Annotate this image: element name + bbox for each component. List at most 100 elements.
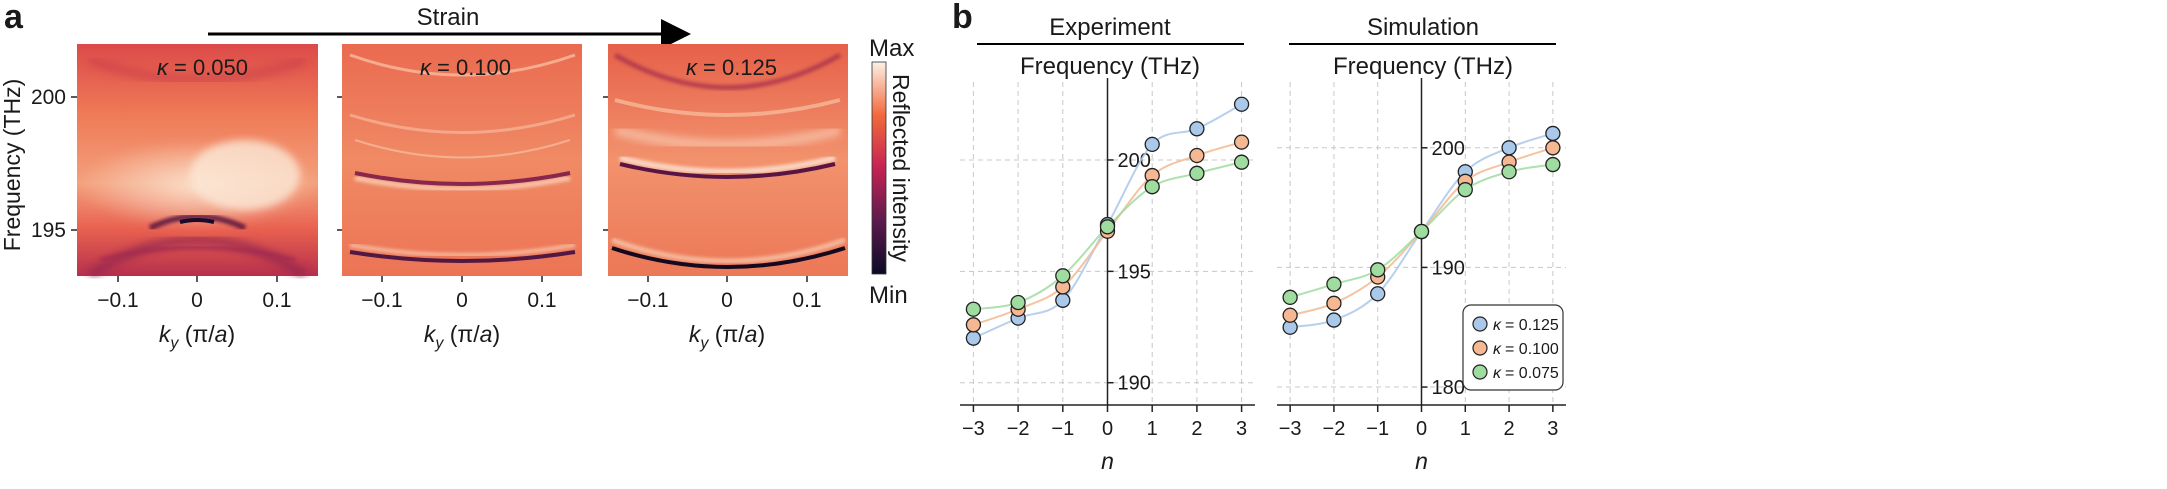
x-tick-label: −1 <box>1051 418 1074 440</box>
simulation-subtitle: Frequency (THz) <box>1333 53 1513 80</box>
x-tick-label: 0 <box>1102 418 1113 440</box>
x-tick-label: 1 <box>1147 418 1158 440</box>
x-tick-label: −3 <box>1279 418 1302 440</box>
y-tick-label: 190 <box>1118 373 1151 395</box>
kappa-label-3: κ = 0.125 <box>686 55 777 80</box>
legend-entry: κ = 0.075 <box>1493 365 1559 382</box>
y-tick-label: 190 <box>1432 257 1465 279</box>
data-point <box>1144 179 1160 195</box>
colorbar-label: Reflected intensity <box>888 74 914 262</box>
data-point <box>1282 289 1298 305</box>
data-point <box>1233 96 1250 112</box>
x-axis-label: ky (π/a) <box>689 321 765 352</box>
kappa-label-2: κ = 0.100 <box>420 55 511 80</box>
data-point <box>1545 140 1561 156</box>
data-point <box>965 301 982 317</box>
y-tick-label: 195 <box>1118 261 1151 283</box>
legend-entry: κ = 0.100 <box>1493 341 1559 358</box>
legend: κ = 0.125 κ = 0.100 κ = 0.075 <box>1462 304 1564 391</box>
experiment-subtitle: Frequency (THz) <box>1020 53 1200 80</box>
data-point <box>1282 307 1298 323</box>
x-axis-label: n <box>1101 448 1114 474</box>
x-tick-label: −3 <box>962 418 985 440</box>
x-tick-label: 2 <box>1504 418 1515 440</box>
colorbar: Max Min Reflected intensity <box>869 35 914 309</box>
x-tick: −0.1 <box>97 289 138 312</box>
data-point <box>1326 276 1342 292</box>
x-tick-label: 0 <box>1416 418 1427 440</box>
intensity-map-1: κ = 0.050 <box>77 44 318 280</box>
x-tick: 0.1 <box>792 289 821 312</box>
x-tick: 0.1 <box>262 289 291 312</box>
panel-a-x-ticks-2: −0.1 0 0.1 ky (π/a) <box>361 276 557 352</box>
data-point <box>1326 312 1342 328</box>
data-point <box>1099 219 1116 235</box>
x-tick: −0.1 <box>361 289 402 312</box>
legend-marker <box>1472 316 1488 332</box>
legend-marker <box>1472 364 1488 380</box>
legend-marker <box>1472 340 1488 356</box>
intensity-map-2: κ = 0.100 <box>342 44 582 276</box>
y-tick-label: 200 <box>1432 138 1465 160</box>
panel-a-x-ticks-1: −0.1 0 0.1 ky (π/a) <box>97 276 292 352</box>
data-point <box>1189 165 1205 181</box>
panel-b: b Experiment Frequency (THz) Simulation … <box>952 0 1566 474</box>
data-point <box>1144 136 1160 153</box>
data-point <box>1370 262 1386 278</box>
x-axis-label: ky (π/a) <box>159 321 235 352</box>
y-tick-label: 200 <box>1118 150 1151 172</box>
x-tick-label: −1 <box>1366 418 1389 440</box>
legend-box <box>1462 304 1564 391</box>
panel-a-letter: a <box>4 0 24 36</box>
panel-b-letter: b <box>952 0 973 36</box>
x-tick-label: −2 <box>1323 418 1346 440</box>
panel-a-y-ticks: 200 195 <box>31 86 608 242</box>
data-point <box>1545 156 1561 173</box>
colorbar-max: Max <box>869 35 914 62</box>
panel-a-ylabel: Frequency (THz) <box>0 79 25 252</box>
x-tick-label: −2 <box>1007 418 1030 440</box>
panel-a: a Strain Frequency (THz) κ = 0.050 <box>0 0 914 352</box>
data-point <box>1501 140 1517 156</box>
colorbar-gradient <box>871 61 887 275</box>
simulation-plot: 200 190 180 −3 −2 −1 0 1 2 3 n <box>1277 78 1566 474</box>
colorbar-min: Min <box>869 282 908 309</box>
x-tick-label: 2 <box>1191 418 1202 440</box>
simulation-title: Simulation <box>1367 14 1479 41</box>
strain-label: Strain <box>417 4 480 31</box>
x-tick: 0 <box>191 289 203 312</box>
data-point <box>965 330 982 346</box>
data-point <box>1501 164 1517 180</box>
y-tick-label: 180 <box>1432 377 1465 399</box>
data-point <box>1457 182 1473 198</box>
data-point <box>1233 134 1250 150</box>
x-tick: 0.1 <box>527 289 556 312</box>
x-tick: −0.1 <box>627 289 668 312</box>
data-point <box>1189 121 1205 137</box>
experiment-plot: 200 195 190 −3 −2 −1 0 1 2 3 n <box>960 78 1255 474</box>
x-tick-label: 3 <box>1547 418 1558 440</box>
legend-entry: κ = 0.125 <box>1493 317 1559 334</box>
data-point <box>1189 147 1205 164</box>
x-tick: 0 <box>721 289 733 312</box>
data-point <box>1413 223 1430 240</box>
data-point <box>1545 125 1561 142</box>
experiment-title: Experiment <box>1049 14 1171 41</box>
x-tick-label: 3 <box>1236 418 1247 440</box>
data-point <box>1010 294 1026 311</box>
data-point <box>1055 292 1071 308</box>
intensity-map-3: κ = 0.125 <box>608 44 848 276</box>
y-tick-200: 200 <box>31 86 66 109</box>
panel-a-x-ticks-3: −0.1 0 0.1 ky (π/a) <box>627 276 822 352</box>
data-point <box>1055 268 1071 284</box>
data-point <box>965 317 982 333</box>
data-point <box>1326 295 1342 311</box>
data-point <box>1233 154 1250 170</box>
kappa-label-1: κ = 0.050 <box>157 55 248 80</box>
data-point <box>1370 286 1386 302</box>
x-tick-label: 1 <box>1460 418 1471 440</box>
x-tick: 0 <box>456 289 468 312</box>
y-tick-195: 195 <box>31 219 66 242</box>
x-axis-label: n <box>1415 448 1428 474</box>
